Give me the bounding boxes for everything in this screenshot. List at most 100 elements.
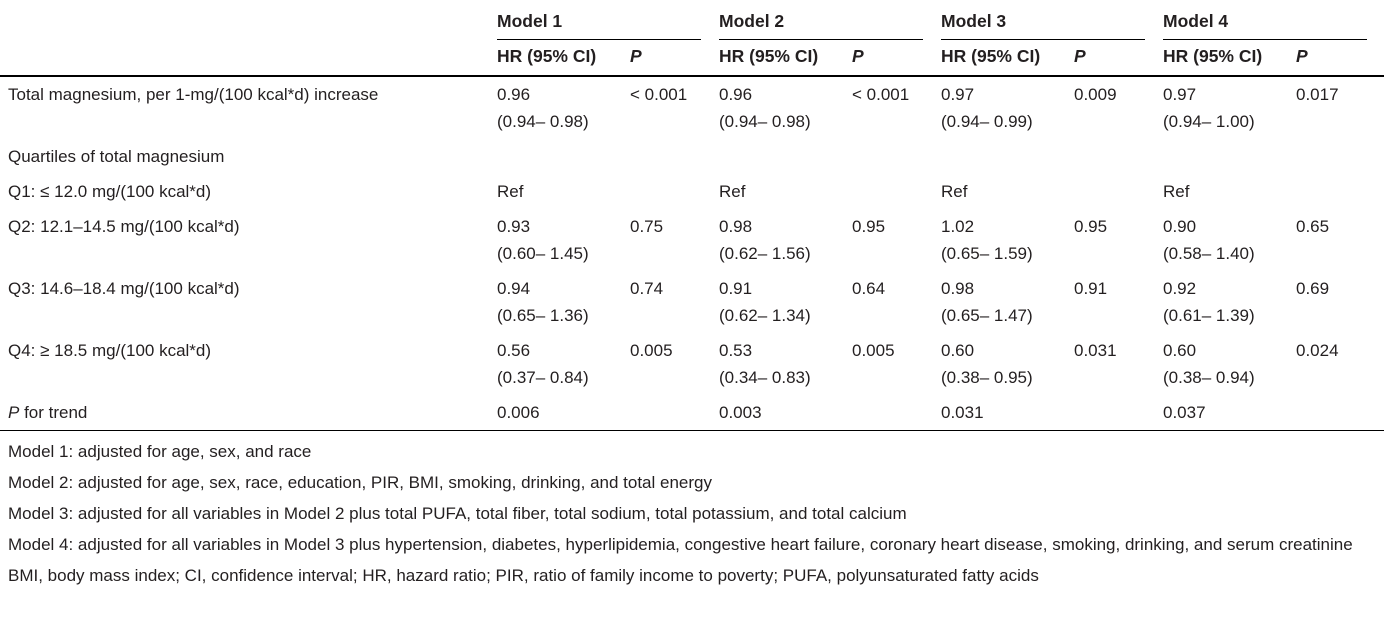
col-header-hr-3: HR (95% CI) [941, 40, 1074, 77]
row-label: Q1: ≤ 12.0 mg/(100 kcal*d) [8, 182, 212, 201]
p-value-cell: 0.91 [1074, 271, 1163, 333]
hr-value: 0.90 [1163, 217, 1197, 236]
model-header-3: Model 3 [941, 0, 1163, 40]
p-value: 0.031 [1074, 341, 1117, 360]
hr-value: 0.53 [719, 341, 753, 360]
footnote-abbreviations: BMI, body mass index; CI, confidence int… [8, 566, 1039, 585]
p-value: 0.005 [852, 341, 895, 360]
hr-ci-cell: 0.90 (0.58– 1.40) [1163, 209, 1296, 271]
p-value-cell [1296, 174, 1384, 209]
footnote-model-4: Model 4: adjusted for all variables in M… [8, 535, 1353, 554]
table-row-q2: Q2: 12.1–14.5 mg/(100 kcal*d) 0.93 (0.60… [0, 209, 1384, 271]
p-value-cell [1074, 174, 1163, 209]
ci-value: (0.34– 0.83) [719, 368, 811, 387]
hr-ci-cell: 0.56 (0.37– 0.84) [497, 333, 630, 395]
footnote-model-3: Model 3: adjusted for all variables in M… [8, 504, 907, 523]
p-value-cell [630, 174, 719, 209]
hr-value: Ref [1163, 182, 1190, 201]
p-trend-value-cell: 0.037 [1163, 395, 1296, 431]
row-label: Q3: 14.6–18.4 mg/(100 kcal*d) [8, 279, 240, 298]
p-trend-value: 0.037 [1163, 403, 1206, 422]
ci-value: (0.94– 1.00) [1163, 112, 1255, 131]
hr-ci-cell: 0.91 (0.62– 1.34) [719, 271, 852, 333]
hr-ci-cell: 0.98 (0.65– 1.47) [941, 271, 1074, 333]
p-value-cell: 0.017 [1296, 76, 1384, 139]
hr-ci-cell: Ref [941, 174, 1074, 209]
model-header-4-label: Model 4 [1163, 8, 1367, 40]
row-label: Q2: 12.1–14.5 mg/(100 kcal*d) [8, 217, 240, 236]
col-header-p-2: P [852, 40, 941, 77]
hr-value: 0.98 [941, 279, 975, 298]
hr-ci-cell: 0.96 (0.94– 0.98) [719, 76, 852, 139]
p-value: 0.024 [1296, 341, 1339, 360]
table-row-p-for-trend: P for trend 0.006 0.003 0.031 0.037 [0, 395, 1384, 431]
table-row-q4: Q4: ≥ 18.5 mg/(100 kcal*d) 0.56 (0.37– 0… [0, 333, 1384, 395]
table-row-q1: Q1: ≤ 12.0 mg/(100 kcal*d) Ref Ref Ref R… [0, 174, 1384, 209]
ci-value: (0.62– 1.34) [719, 306, 811, 325]
hr-value: 0.56 [497, 341, 531, 360]
hr-value: 1.02 [941, 217, 975, 236]
hr-value: 0.96 [719, 85, 753, 104]
hr-value: Ref [497, 182, 524, 201]
p-trend-value-cell: 0.003 [719, 395, 852, 431]
model-header-4: Model 4 [1163, 0, 1384, 40]
p-value-cell: 0.74 [630, 271, 719, 333]
hr-value: 0.94 [497, 279, 531, 298]
col-header-hr-2: HR (95% CI) [719, 40, 852, 77]
p-value: 0.75 [630, 217, 664, 236]
p-value: < 0.001 [852, 85, 910, 104]
hr-ci-cell: 0.98 (0.62– 1.56) [719, 209, 852, 271]
p-value-cell: 0.75 [630, 209, 719, 271]
row-label-p-for-trend: P for trend [0, 395, 497, 431]
p-value: 0.95 [1074, 217, 1108, 236]
p-value-cell: 0.95 [852, 209, 941, 271]
ci-value: (0.94– 0.98) [719, 112, 811, 131]
p-trend-label-italic: P [8, 403, 20, 422]
hr-ci-cell: 0.97 (0.94– 1.00) [1163, 76, 1296, 139]
table-corner-cell [0, 0, 497, 77]
p-trend-value: 0.003 [719, 403, 762, 422]
ci-value: (0.65– 1.47) [941, 306, 1033, 325]
p-value: 0.64 [852, 279, 886, 298]
empty-cell [1074, 395, 1163, 431]
row-label: Q4: ≥ 18.5 mg/(100 kcal*d) [8, 341, 212, 360]
hr-ci-cell: 0.94 (0.65– 1.36) [497, 271, 630, 333]
model-header-3-label: Model 3 [941, 8, 1145, 40]
hr-ci-cell: 0.60 (0.38– 0.94) [1163, 333, 1296, 395]
model-header-2: Model 2 [719, 0, 941, 40]
p-value-cell: 0.031 [1074, 333, 1163, 395]
model-header-row: Model 1 Model 2 Model 3 Model 4 [0, 0, 1384, 77]
ci-value: (0.37– 0.84) [497, 368, 589, 387]
ci-value: (0.61– 1.39) [1163, 306, 1255, 325]
results-table: Model 1 Model 2 Model 3 Model 4 HR (95% … [0, 0, 1384, 431]
col-header-p-3: P [1074, 40, 1163, 77]
ci-value: (0.65– 1.36) [497, 306, 589, 325]
p-trend-value-cell: 0.006 [497, 395, 630, 431]
section-label: Quartiles of total magnesium [8, 147, 225, 166]
p-value: 0.69 [1296, 279, 1330, 298]
ci-value: (0.65– 1.59) [941, 244, 1033, 263]
ci-value: (0.60– 1.45) [497, 244, 589, 263]
col-header-p-4: P [1296, 40, 1384, 77]
model-header-2-label: Model 2 [719, 8, 923, 40]
p-trend-value: 0.031 [941, 403, 984, 422]
p-value-cell: < 0.001 [630, 76, 719, 139]
table-row-total-magnesium: Total magnesium, per 1-mg/(100 kcal*d) i… [0, 76, 1384, 139]
p-value-cell: 0.009 [1074, 76, 1163, 139]
hr-value: 0.97 [1163, 85, 1197, 104]
ci-value: (0.62– 1.56) [719, 244, 811, 263]
ci-value: (0.94– 0.99) [941, 112, 1033, 131]
hr-value: 0.92 [1163, 279, 1197, 298]
p-trend-value: 0.006 [497, 403, 540, 422]
footnote-model-1: Model 1: adjusted for age, sex, and race [8, 442, 312, 461]
hr-ci-cell: Ref [1163, 174, 1296, 209]
p-value-cell: 0.64 [852, 271, 941, 333]
hr-ci-cell: 0.53 (0.34– 0.83) [719, 333, 852, 395]
hr-value: 0.60 [941, 341, 975, 360]
hr-ci-cell: 0.92 (0.61– 1.39) [1163, 271, 1296, 333]
hr-value: 0.97 [941, 85, 975, 104]
ci-value: (0.38– 0.94) [1163, 368, 1255, 387]
p-trend-label-rest: for trend [19, 403, 88, 422]
empty-cell [630, 395, 719, 431]
hr-value: Ref [941, 182, 968, 201]
